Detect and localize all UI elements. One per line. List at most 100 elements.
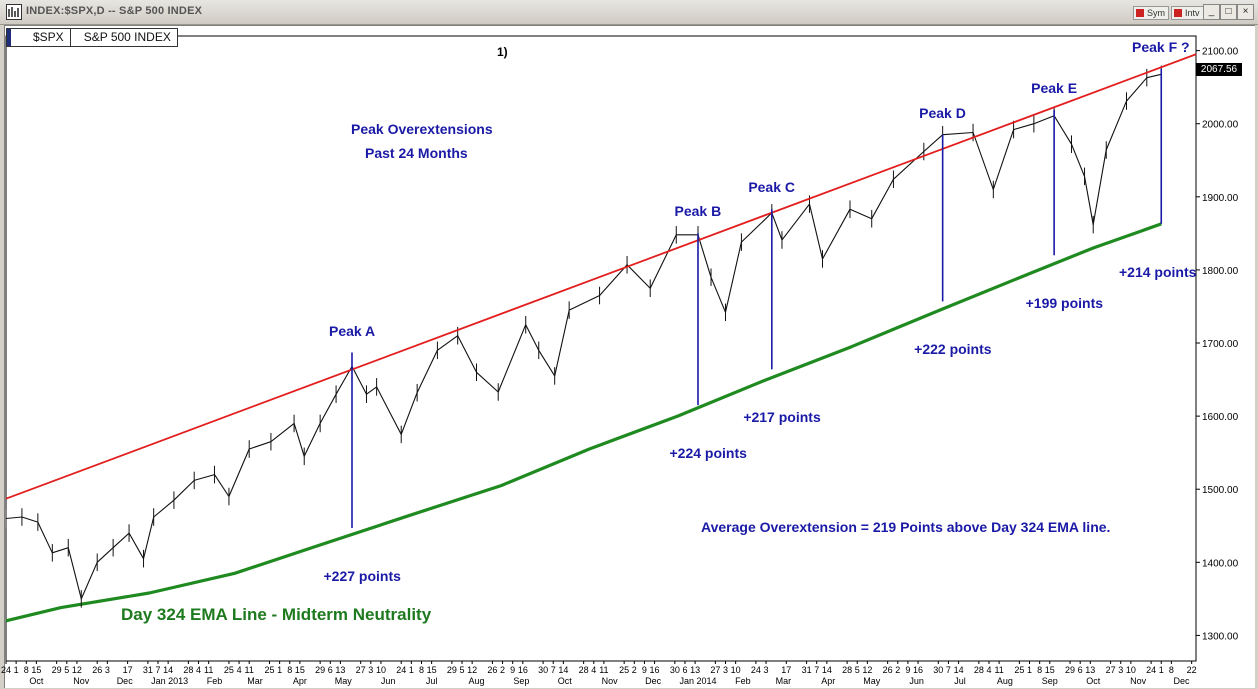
x-day-label-72: 28 — [974, 665, 984, 675]
x-day-label-0: 24 — [1, 665, 11, 675]
x-month-label-12: Oct — [558, 676, 573, 686]
x-day-label-8: 3 — [105, 665, 110, 675]
x-month-label-17: Mar — [776, 676, 792, 686]
x-day-label-4: 29 — [52, 665, 62, 675]
x-day-label-39: 16 — [518, 665, 528, 675]
overextension-title-line1: Peak Overextensions — [351, 121, 493, 137]
x-day-label-35: 12 — [467, 665, 477, 675]
x-day-label-70: 7 — [946, 665, 951, 675]
x-day-label-23: 29 — [315, 665, 325, 675]
x-day-label-51: 6 — [682, 665, 687, 675]
maximize-button[interactable]: □ — [1220, 4, 1237, 20]
x-day-label-2: 8 — [24, 665, 29, 675]
legend[interactable]: $SPX S&P 500 INDEX — [6, 28, 178, 47]
x-month-label-6: Apr — [293, 676, 307, 686]
x-day-label-28: 10 — [376, 665, 386, 675]
x-month-label-7: May — [335, 676, 353, 686]
x-day-label-88: 22 — [1187, 665, 1197, 675]
x-month-label-2: Dec — [117, 676, 134, 686]
legend-swatch — [7, 29, 11, 46]
x-day-label-84: 10 — [1126, 665, 1136, 675]
x-day-label-86: 1 — [1159, 665, 1164, 675]
x-day-label-24: 6 — [328, 665, 333, 675]
x-day-label-9: 17 — [123, 665, 133, 675]
x-day-label-61: 14 — [822, 665, 832, 675]
x-day-label-40: 30 — [538, 665, 548, 675]
x-day-label-69: 30 — [933, 665, 943, 675]
peak-d-label: Peak D — [919, 104, 966, 121]
x-day-label-67: 9 — [905, 665, 910, 675]
peak-b-points-label: +224 points — [669, 445, 747, 462]
y-axis: 1300.00 1400.00 1500.00 1600.00 1700.00 1800.… — [1196, 47, 1239, 642]
x-day-label-30: 1 — [409, 665, 414, 675]
x-month-label-16: Feb — [735, 676, 751, 686]
y-tick-label-1800: 1800.00 — [1202, 266, 1239, 277]
x-day-label-34: 5 — [460, 665, 465, 675]
overextension-title-line2: Past 24 Months — [365, 145, 468, 161]
ema-324-line — [5, 222, 1162, 623]
peak-b-label: Peak B — [674, 203, 722, 220]
x-month-label-15: Jan 2014 — [679, 676, 716, 686]
x-day-label-82: 27 — [1106, 665, 1116, 675]
x-day-label-50: 30 — [670, 665, 680, 675]
x-day-label-49: 16 — [650, 665, 660, 675]
x-month-label-18: Apr — [821, 676, 835, 686]
x-day-label-5: 5 — [64, 665, 69, 675]
x-day-label-78: 15 — [1045, 665, 1055, 675]
legend-name: S&P 500 INDEX — [83, 30, 171, 44]
peak-c-label: Peak C — [748, 179, 796, 196]
plot-frame — [5, 35, 1197, 662]
x-day-label-36: 26 — [487, 665, 497, 675]
x-day-label-17: 4 — [237, 665, 242, 675]
ema-layer — [5, 222, 1162, 623]
x-day-label-54: 3 — [723, 665, 728, 675]
legend-symbol: $SPX — [11, 29, 71, 46]
x-day-label-25: 13 — [335, 665, 345, 675]
x-day-label-18: 11 — [245, 665, 254, 675]
x-day-label-75: 25 — [1014, 665, 1024, 675]
y-tick-label-1500: 1500.00 — [1202, 485, 1239, 496]
panel-number: 1) — [497, 45, 508, 59]
plot-border — [5, 35, 1197, 662]
x-month-label-14: Dec — [645, 676, 662, 686]
y-tick-label-1300: 1300.00 — [1202, 631, 1239, 642]
x-day-label-38: 9 — [510, 665, 515, 675]
minimize-button[interactable]: _ — [1203, 4, 1220, 20]
x-day-label-48: 9 — [642, 665, 647, 675]
x-month-label-5: Mar — [247, 676, 263, 686]
x-day-label-81: 13 — [1085, 665, 1095, 675]
peak-e-points-label: +199 points — [1025, 295, 1104, 312]
close-button[interactable]: × — [1237, 4, 1254, 20]
x-day-label-68: 16 — [913, 665, 923, 675]
title-bar[interactable]: INDEX:$SPX,D -- S&P 500 INDEX Sym Intv _… — [0, 0, 1258, 25]
x-day-label-45: 11 — [599, 665, 608, 675]
y-tick-label-1400: 1400.00 — [1202, 558, 1239, 569]
x-month-label-19: May — [863, 676, 881, 686]
x-month-label-10: Aug — [468, 676, 484, 686]
x-month-label-24: Oct — [1086, 676, 1101, 686]
x-day-label-62: 28 — [842, 665, 852, 675]
x-month-label-23: Sep — [1042, 676, 1058, 686]
x-day-label-19: 25 — [264, 665, 274, 675]
y-tick-label-1900: 1900.00 — [1202, 193, 1239, 204]
x-day-label-80: 6 — [1078, 665, 1083, 675]
x-month-label-3: Jan 2013 — [151, 676, 188, 686]
x-day-label-73: 4 — [986, 665, 991, 675]
x-day-label-33: 29 — [447, 665, 457, 675]
x-day-label-6: 12 — [72, 665, 82, 675]
x-day-label-87: 8 — [1169, 665, 1174, 675]
x-day-label-41: 7 — [551, 665, 556, 675]
peak-d-points-label: +222 points — [914, 341, 992, 358]
x-day-label-56: 24 — [751, 665, 761, 675]
peak-f-label: Peak F ? — [1132, 38, 1190, 55]
intv-button[interactable]: Intv — [1171, 6, 1204, 20]
x-day-label-83: 3 — [1118, 665, 1123, 675]
peak-c-points-label: +217 points — [743, 409, 821, 426]
x-day-label-3: 15 — [31, 665, 41, 675]
x-day-label-29: 24 — [396, 665, 406, 675]
x-day-label-55: 10 — [731, 665, 741, 675]
x-day-label-66: 2 — [895, 665, 900, 675]
sym-button[interactable]: Sym — [1133, 6, 1169, 20]
x-day-label-47: 2 — [632, 665, 637, 675]
